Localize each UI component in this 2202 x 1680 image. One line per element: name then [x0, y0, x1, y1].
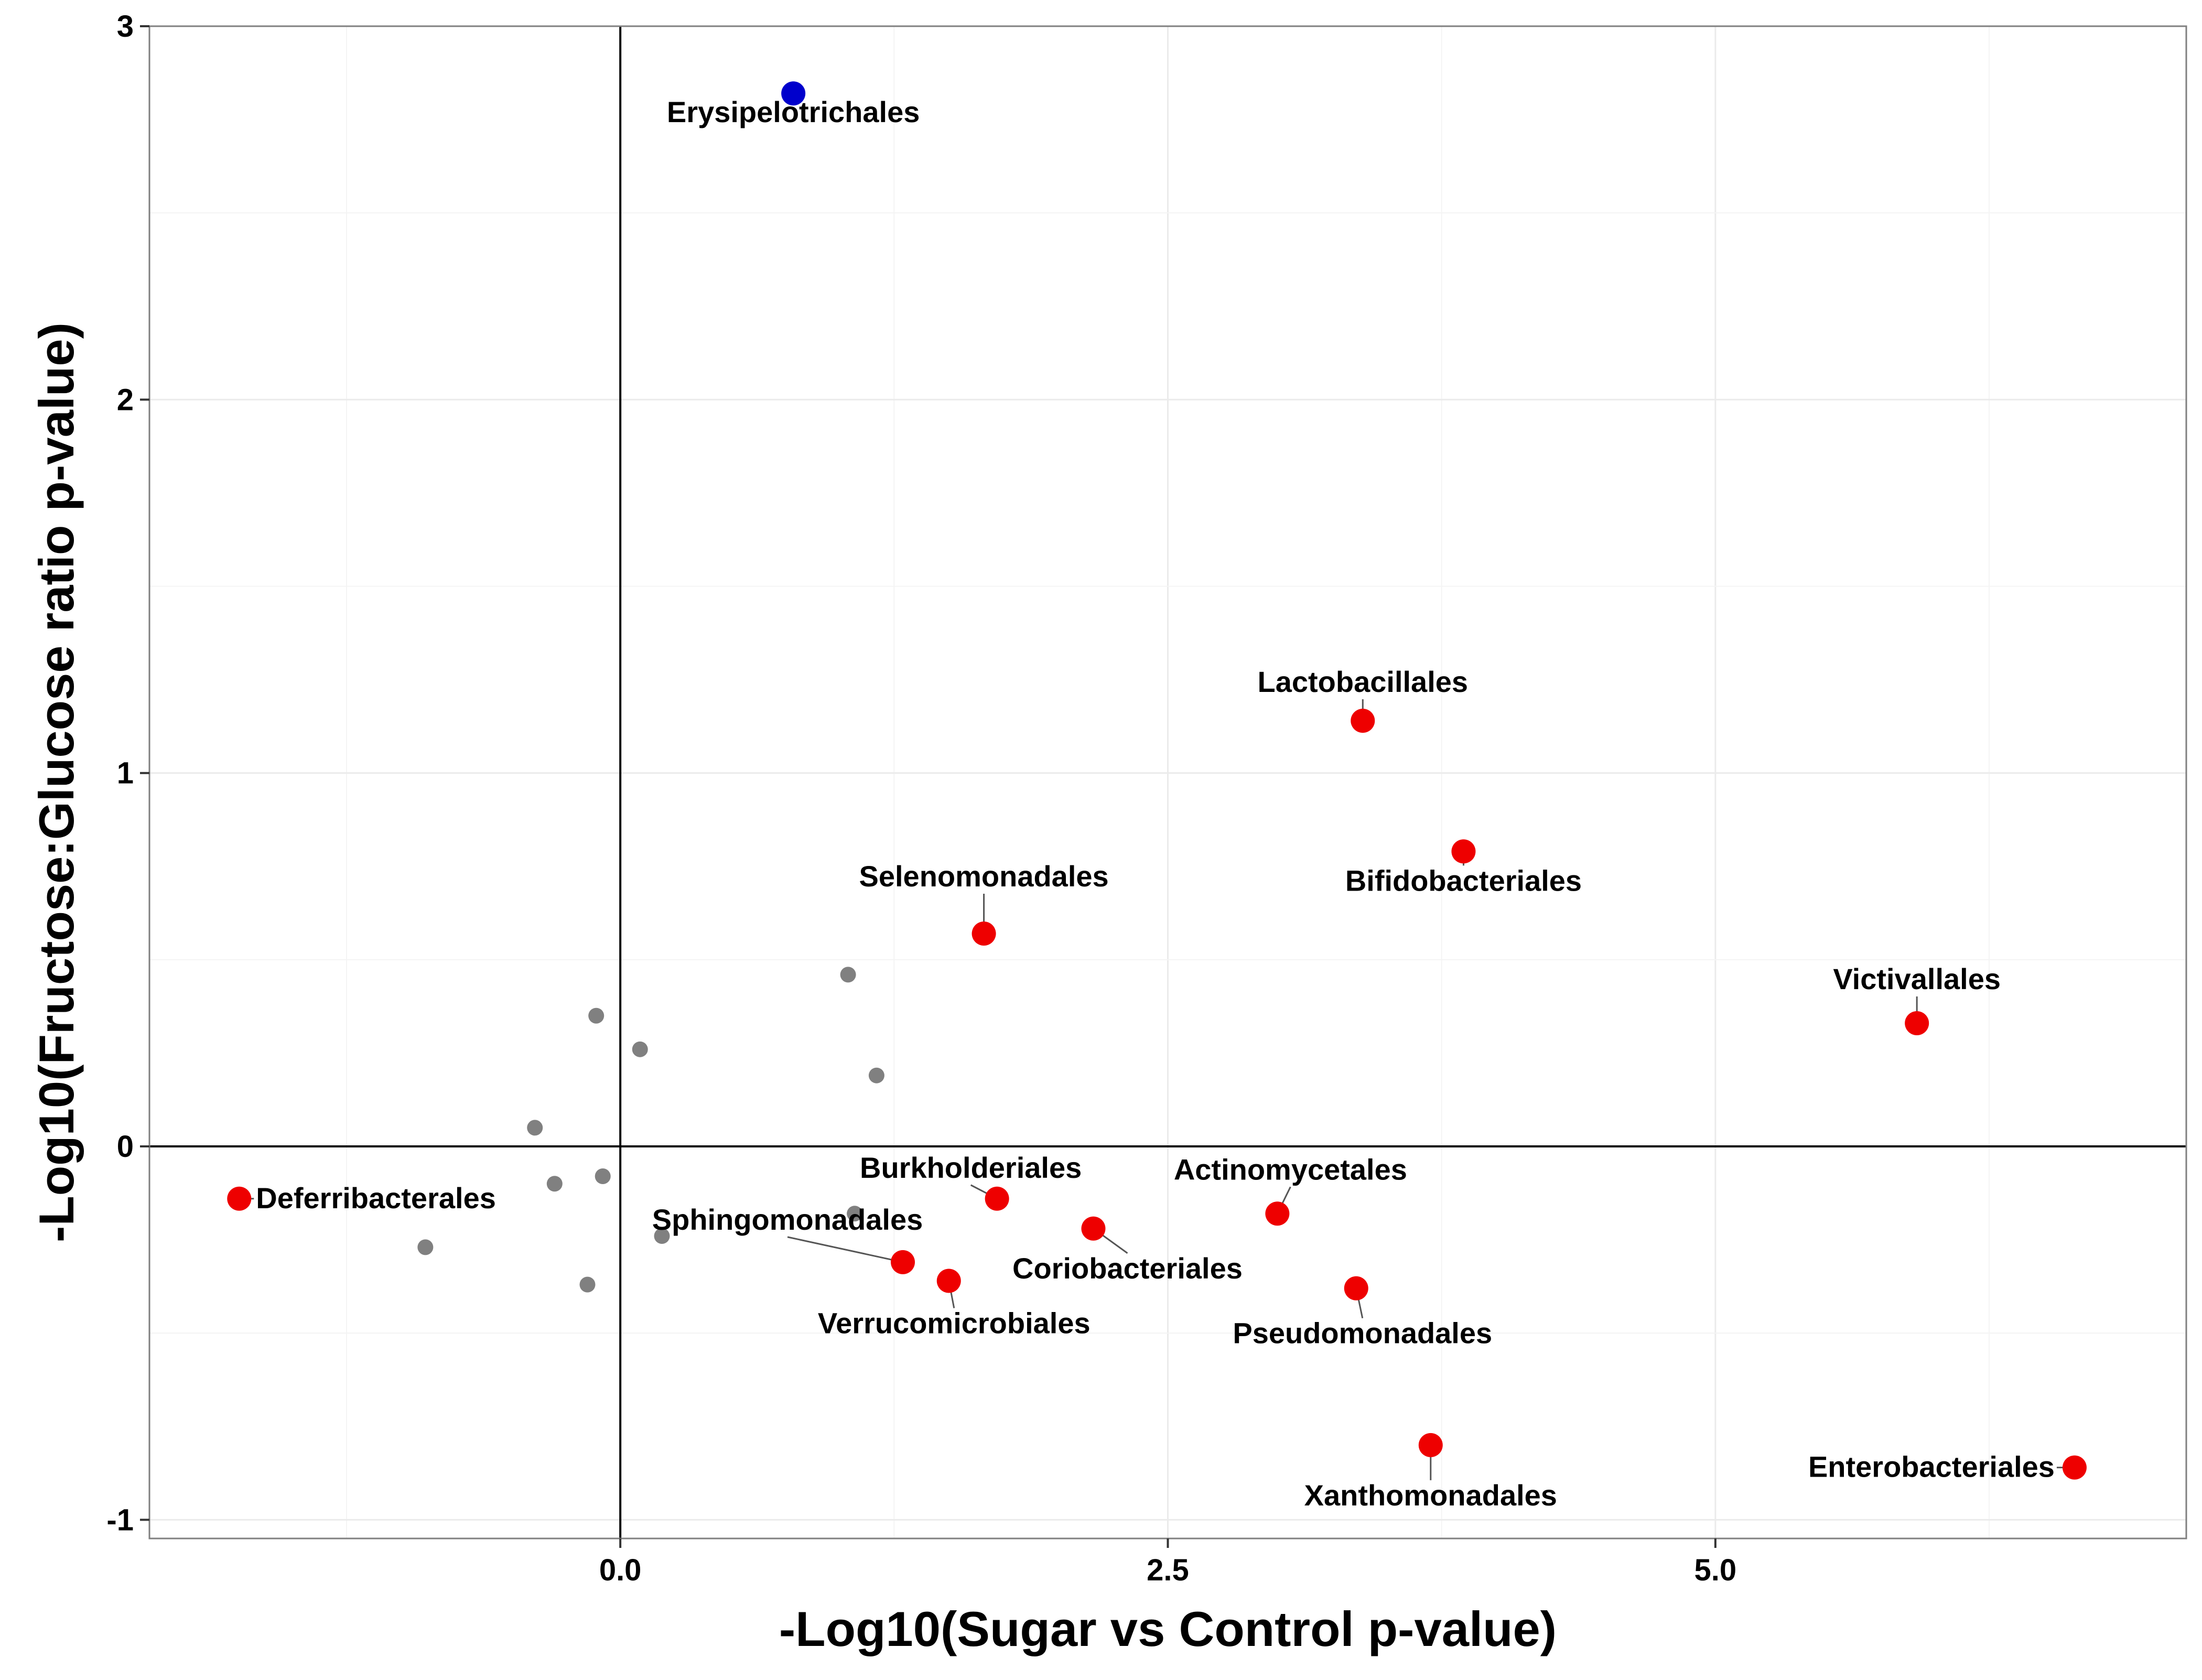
nonsignificant-point — [840, 967, 856, 983]
significant-point — [227, 1186, 252, 1211]
significant-point — [2062, 1455, 2087, 1480]
significant-point — [891, 1250, 915, 1274]
significant-point — [1344, 1276, 1368, 1300]
label-leader-line — [787, 1236, 903, 1263]
significant-point — [1451, 839, 1476, 864]
x-axis-ticks: 0.0 2.5 5.0 — [599, 1538, 1736, 1587]
nonsignificant-point — [847, 1206, 863, 1222]
data-points — [227, 81, 2087, 1480]
point-label: Sphingomonadales — [652, 1203, 923, 1236]
y-tick-label: 2 — [117, 383, 134, 417]
y-axis-title: -Log10(Fructose:Glucose ratio p-value) — [29, 322, 84, 1242]
nonsignificant-point — [654, 1228, 670, 1244]
nonsignificant-point — [868, 1067, 884, 1083]
point-label: Pseudomonadales — [1233, 1317, 1492, 1350]
nonsignificant-point — [527, 1120, 543, 1136]
nonsignificant-point — [579, 1276, 596, 1293]
point-label: Coriobacteriales — [1012, 1252, 1243, 1285]
point-label: Burkholderiales — [860, 1151, 1082, 1184]
significant-point — [1351, 708, 1375, 733]
significant-point — [985, 1186, 1009, 1211]
y-tick-label: 0 — [117, 1130, 134, 1164]
point-labels: Erysipelotrichales Lactobacillales Bifidob… — [256, 95, 2055, 1512]
significant-point — [1418, 1433, 1443, 1457]
significant-point — [1265, 1201, 1290, 1226]
y-axis-ticks: -1 0 1 2 3 — [106, 9, 149, 1537]
significant-point — [936, 1269, 961, 1293]
highlighted-point — [781, 81, 806, 106]
y-tick-label: -1 — [106, 1503, 134, 1537]
point-label: Selenomonadales — [859, 860, 1109, 893]
point-label: Enterobacteriales — [1808, 1450, 2055, 1483]
point-label: Lactobacillales — [1258, 665, 1469, 698]
x-axis-title: -Log10(Sugar vs Control p-value) — [779, 1601, 1557, 1656]
nonsignificant-point — [632, 1041, 648, 1057]
significant-point — [1905, 1011, 1929, 1035]
point-label: Actinomycetales — [1174, 1153, 1407, 1186]
significant-point — [1081, 1216, 1106, 1241]
nonsignificant-point — [417, 1239, 434, 1255]
nonsignificant-point — [595, 1168, 611, 1185]
x-tick-label: 0.0 — [599, 1553, 642, 1587]
point-label: Deferribacterales — [256, 1182, 496, 1215]
nonsignificant-point — [546, 1176, 563, 1192]
point-label: Erysipelotrichales — [667, 95, 920, 128]
y-tick-label: 1 — [117, 756, 134, 790]
x-tick-label: 5.0 — [1694, 1553, 1737, 1587]
nonsignificant-point — [588, 1007, 605, 1024]
point-label: Victivallales — [1833, 962, 2001, 995]
y-tick-label: 3 — [117, 9, 134, 44]
significant-point — [972, 922, 996, 946]
point-label: Xanthomonadales — [1304, 1479, 1557, 1512]
x-tick-label: 2.5 — [1147, 1553, 1189, 1587]
point-label: Verrucomicrobiales — [818, 1306, 1091, 1339]
point-label: Bifidobacteriales — [1345, 864, 1582, 897]
reference-lines — [149, 26, 2186, 1538]
